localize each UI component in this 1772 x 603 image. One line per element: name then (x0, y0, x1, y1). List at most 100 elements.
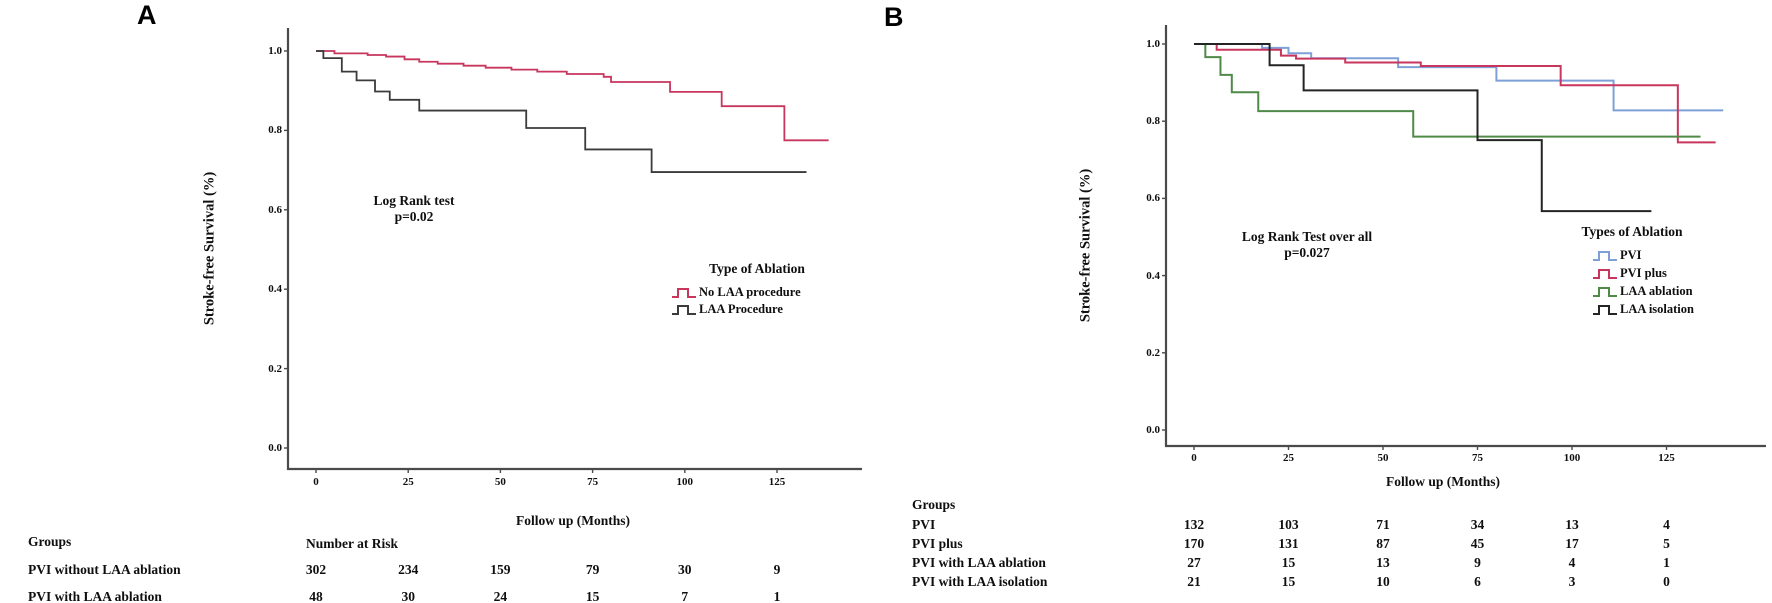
panel-b-logrank-annotation-line1: Log Rank Test over all (1241, 229, 1373, 244)
panel-b-risk-count: 13 (1565, 517, 1579, 532)
panel-a-x-tick-label: 25 (402, 476, 414, 488)
panel-b-risk-count: 4 (1568, 555, 1576, 570)
panel-b-legend-item-pvi-plus: PVI plus (1592, 266, 1667, 281)
panel-a-legend-item-no-laa-procedure: No LAA procedure (671, 285, 801, 300)
pvi-plus-line-swatch-stroke (1593, 269, 1617, 279)
panel-a-risk-row-label: PVI with LAA ablation (28, 589, 162, 603)
panel-a-label: A (137, 0, 157, 30)
panel-a-y-tick-label: 0.0 (268, 442, 282, 454)
panel-a-series-laa-procedure-curve (316, 50, 807, 173)
pvi-plus-line-swatch-icon (1593, 269, 1617, 279)
panel-b-x-tick-label: 100 (1563, 452, 1581, 464)
panel-a-x-axis-title: Follow up (Months) (515, 513, 631, 528)
panel-a-legend-item-laa-procedure: LAA Procedure (671, 302, 783, 317)
laa-isolation-line-swatch-stroke (1593, 305, 1617, 315)
panel-a-axes (286, 28, 862, 471)
laa-ablation-line-swatch-stroke (1593, 287, 1617, 297)
panel-b-y-tick-label: 1.0 (1146, 38, 1160, 50)
panel-b-x-tick-label: 25 (1283, 452, 1294, 464)
panel-b-series-pvi-plus-curve (1194, 43, 1716, 144)
panel-b-risk-count: 27 (1187, 555, 1201, 570)
panel-a-y-axis-title: Stroke-free Survival (%) (201, 171, 218, 326)
panel-b-risk-count: 71 (1376, 517, 1390, 532)
legend-item-label: LAA ablation (1620, 284, 1693, 298)
panel-a-risk-count: 302 (305, 562, 327, 577)
laa-procedure-line-swatch-stroke (672, 305, 696, 315)
panel-a-y-tick-label: 1.0 (268, 45, 282, 57)
panel-a-risk-count: 159 (490, 562, 511, 577)
panel-b-risk-count: 1 (1663, 555, 1670, 570)
panel-a-x-tick-label: 75 (587, 476, 599, 488)
panel-b-risk-count: 4 (1663, 517, 1670, 532)
panel-b-y-tick-label: 0.4 (1146, 269, 1160, 282)
panel-a-risk-count: 234 (398, 562, 419, 577)
panel-b-risk-count: 13 (1376, 555, 1390, 570)
legend-item-label: PVI plus (1620, 266, 1667, 280)
legend-item-label: LAA Procedure (699, 302, 783, 316)
panel-a-risk-count: 7 (681, 589, 689, 603)
panel-b-series-laa-ablation-curve (1194, 43, 1701, 138)
panel-b-x-tick-label: 125 (1658, 452, 1675, 464)
panel-b-risk-count: 87 (1376, 536, 1390, 551)
panel-b-risk-count: 0 (1663, 574, 1670, 589)
panel-a-x-tick-label: 125 (768, 476, 786, 488)
panel-a-groups-header: Groups (28, 534, 72, 549)
panel-b-risk-count: 10 (1376, 574, 1390, 589)
laa-procedure-line-swatch-icon (672, 305, 696, 315)
panel-b-risk-count: 170 (1183, 536, 1205, 551)
panel-a-risk-count: 1 (773, 589, 781, 603)
panel-a-risk-count: 24 (493, 589, 508, 603)
panel-a-risk-count: 9 (773, 562, 781, 577)
panel-b-risk-count: 5 (1663, 536, 1670, 551)
legend-item-label: LAA isolation (1620, 302, 1694, 316)
panel-a-risk-count: 30 (401, 589, 415, 603)
panel-a-risk-count: 79 (585, 562, 600, 577)
no-laa-procedure-line-swatch-icon (672, 288, 696, 298)
panel-a-series-no-laa-procedure-curve (316, 50, 829, 142)
panel-b-x-tick-label: 75 (1472, 452, 1483, 464)
panel-a-logrank-annotation-line2: p=0.02 (394, 209, 434, 224)
panel-b-y-tick-label: 0.6 (1146, 192, 1160, 205)
panel-a-risk-count: 30 (678, 562, 692, 577)
panel-b-y-tick-label: 0.2 (1146, 346, 1160, 359)
panel-a-x-tick-label: 0 (313, 476, 319, 488)
panel-a-risk-row-label: PVI without LAA ablation (28, 562, 181, 577)
panel-a-y-tick-label: 0.8 (268, 124, 282, 137)
panel-b-axes (1164, 25, 1766, 448)
panel-b-series-laa-isolation-curve (1194, 43, 1652, 213)
panel-b-logrank-annotation-line2: p=0.027 (1284, 245, 1330, 260)
panel-b-risk-row-label: PVI (912, 517, 936, 532)
panel-b-risk-count: 103 (1278, 517, 1299, 532)
panel-a-y-tick-label: 0.2 (268, 362, 282, 375)
panel-b-y-tick-label: 0.0 (1146, 424, 1160, 436)
panel-b-risk-row-label: PVI with LAA ablation (912, 555, 1046, 570)
panel-b-risk-count: 45 (1470, 536, 1485, 551)
panel-a-number-at-risk-header: Number at Risk (306, 536, 399, 551)
panel-a-y-tick-label: 0.6 (268, 203, 282, 216)
panel-b-series-pvi-curve (1194, 43, 1724, 112)
panel-a-risk-count: 48 (309, 589, 323, 603)
panel-b-y-tick-label: 0.8 (1146, 115, 1160, 128)
panel-b-risk-count: 34 (1470, 517, 1485, 532)
no-laa-procedure-line-swatch-stroke (672, 288, 696, 298)
pvi-line-swatch-stroke (1593, 251, 1617, 261)
panel-b-risk-count: 21 (1187, 574, 1201, 589)
panel-a-x-tick-label: 50 (494, 476, 506, 488)
panel-b-x-tick-label: 0 (1191, 452, 1197, 464)
panel-b-risk-count: 131 (1278, 536, 1299, 551)
panel-a-legend-title: Type of Ablation (709, 261, 805, 276)
panel-b-risk-count: 17 (1565, 536, 1579, 551)
panel-b-x-axis-title: Follow up (Months) (1385, 474, 1501, 489)
pvi-line-swatch-icon (1593, 251, 1617, 261)
laa-isolation-line-swatch-icon (1593, 305, 1617, 315)
panel-b-x-tick-label: 50 (1377, 452, 1389, 464)
panel-a-y-tick-label: 0.4 (268, 283, 282, 296)
panel-b-risk-count: 15 (1281, 555, 1296, 570)
panel-b-risk-count: 3 (1568, 574, 1576, 589)
legend-item-label: PVI (1620, 248, 1642, 262)
panel-b-groups-header: Groups (912, 497, 956, 512)
panel-b-legend-title: Types of Ablation (1581, 224, 1683, 239)
panel-b-risk-count: 132 (1183, 517, 1205, 532)
